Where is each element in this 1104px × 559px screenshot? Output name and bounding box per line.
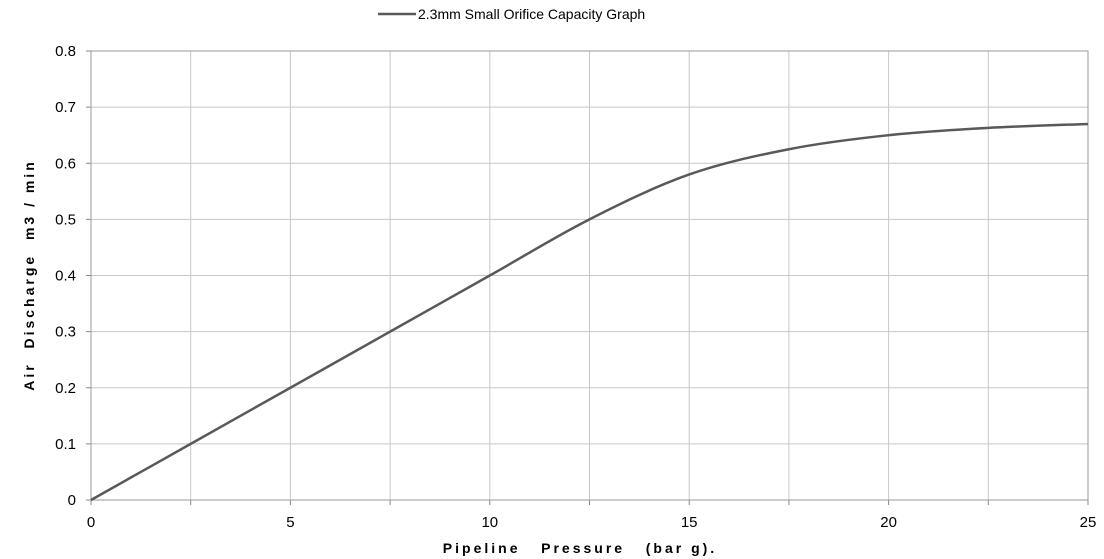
- x-tick-labels: 0 5 10 15 20 25: [87, 514, 1097, 531]
- x-tick-label: 0: [87, 514, 95, 531]
- x-tick-label: 25: [1080, 514, 1097, 531]
- legend-label: 2.3mm Small Orifice Capacity Graph: [418, 6, 645, 22]
- plot-area-border: [90, 50, 1089, 501]
- x-tick-label: 20: [880, 514, 897, 531]
- y-tick-label: 0.8: [55, 43, 76, 60]
- y-tick-label: 0: [68, 492, 76, 509]
- y-tick-label: 0.4: [55, 268, 76, 285]
- legend: 2.3mm Small Orifice Capacity Graph: [378, 6, 645, 22]
- y-tick-label: 0.2: [55, 380, 76, 397]
- grid: [91, 50, 1089, 500]
- y-tick-label: 0.6: [55, 155, 76, 172]
- series: [90, 122, 1089, 502]
- x-axis-title: Pipeline Pressure (bar g).: [443, 540, 717, 556]
- y-tick-labels: 0 0.1 0.2 0.3 0.4 0.5 0.6 0.7 0.8: [55, 43, 76, 509]
- y-tick-label: 0.7: [55, 99, 76, 116]
- y-tick-label: 0.5: [55, 211, 76, 228]
- x-tick-label: 10: [481, 514, 498, 531]
- series-line: [90, 122, 1089, 502]
- y-tick-label: 0.3: [55, 324, 76, 341]
- axes: [86, 50, 1089, 505]
- x-tick-label: 5: [286, 514, 294, 531]
- y-tick-label: 0.1: [55, 436, 76, 453]
- x-tick-label: 15: [681, 514, 698, 531]
- y-axis-title: Air Discharge m3 / min: [21, 159, 37, 391]
